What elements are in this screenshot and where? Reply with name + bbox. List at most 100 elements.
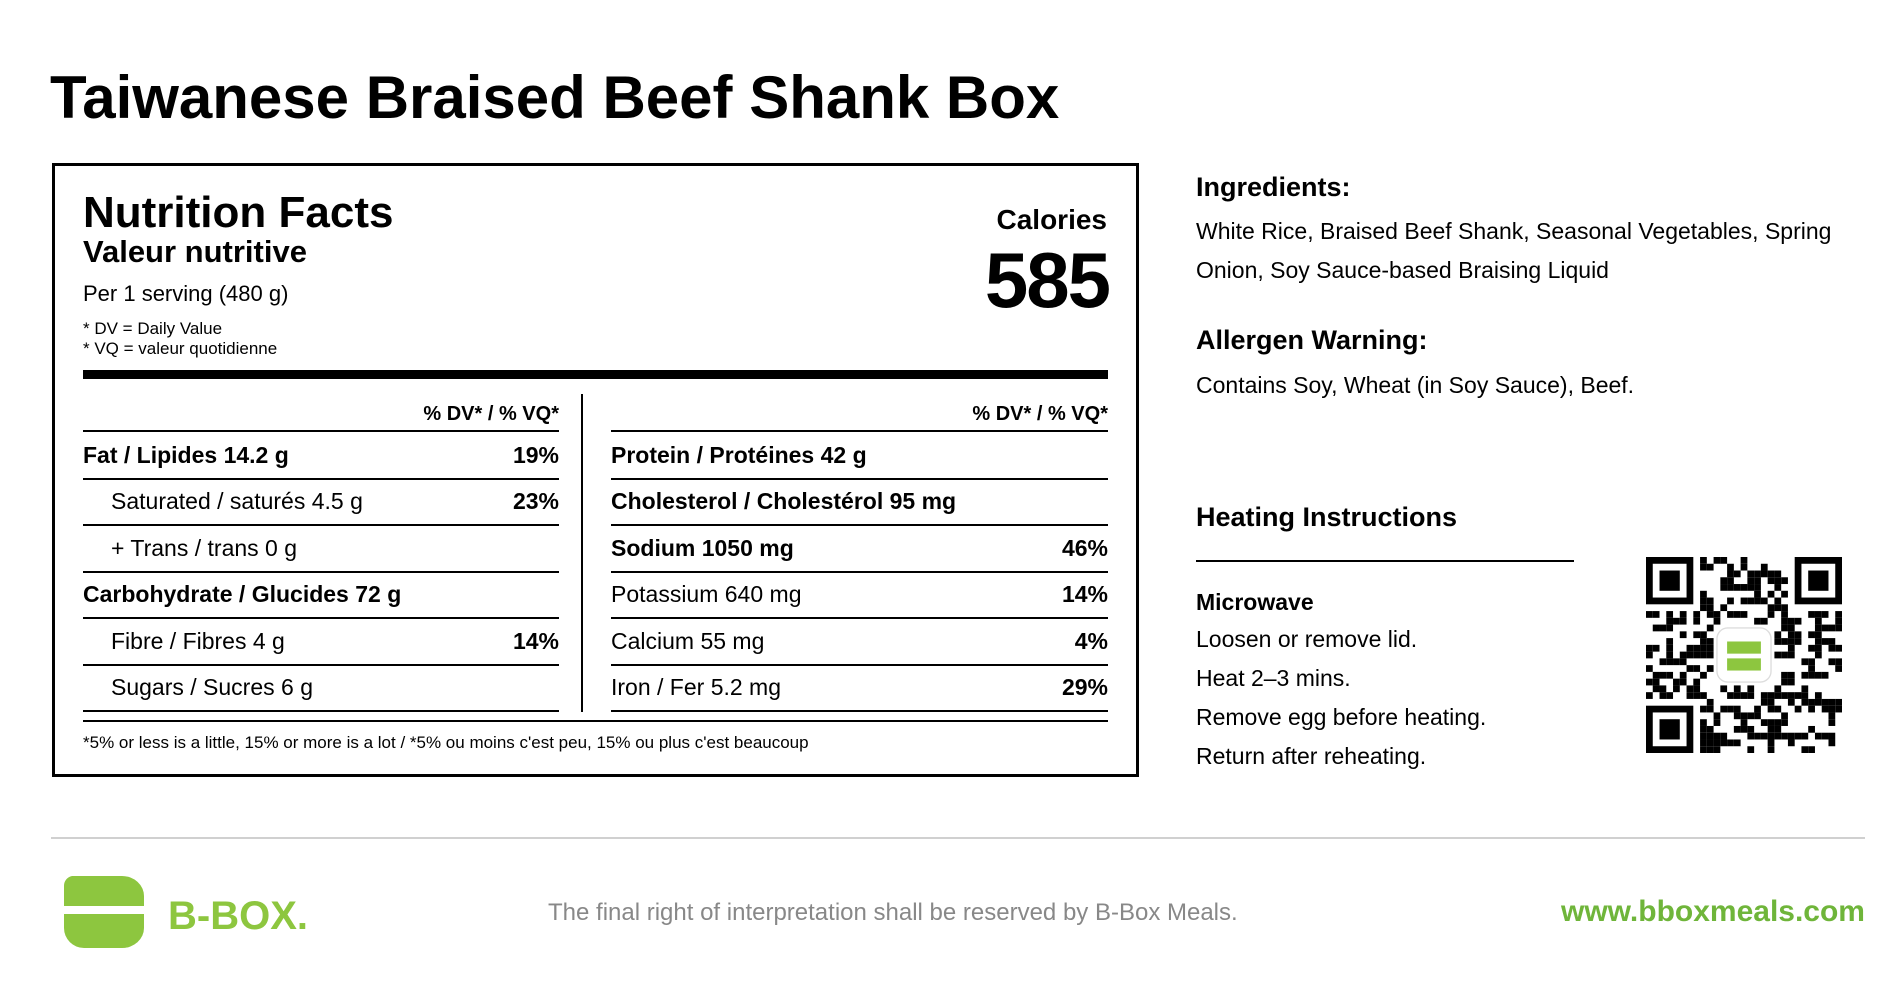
qr-module — [1666, 638, 1674, 645]
qr-module — [1828, 705, 1836, 713]
qr-module — [1787, 651, 1795, 659]
qr-module — [1700, 739, 1707, 747]
rule — [83, 430, 559, 432]
footer-rule — [51, 837, 1865, 839]
qr-module — [1781, 611, 1788, 618]
qr-module — [1706, 638, 1714, 645]
qr-module — [1652, 671, 1660, 679]
qr-module — [1706, 624, 1714, 632]
qr-code — [1646, 557, 1842, 753]
qr-module — [1767, 705, 1775, 713]
logo — [63, 876, 144, 948]
qr-module — [1666, 658, 1674, 666]
qr-module — [1646, 651, 1653, 659]
qr-module — [1727, 611, 1734, 618]
nutrient-label: Protein / Protéines 42 g — [611, 442, 867, 468]
qr-module — [1781, 712, 1788, 720]
qr-module — [1760, 698, 1768, 706]
qr-module — [1808, 671, 1815, 679]
qr-module — [1801, 658, 1809, 666]
qr-module — [1727, 570, 1734, 578]
qr-module — [1686, 665, 1694, 672]
qr-module — [1659, 658, 1667, 666]
qr-module — [1801, 685, 1809, 693]
qr-module — [1720, 584, 1728, 591]
note: * DV = Daily Value — [83, 319, 223, 338]
qr-module — [1760, 617, 1768, 625]
nutrient-row: + Trans / trans 0 g — [83, 525, 559, 573]
qr-module — [1706, 611, 1714, 618]
qr-module — [1666, 617, 1674, 625]
url[interactable]: www.bboxmeals.com — [1561, 895, 1865, 928]
qr-module — [1673, 678, 1680, 686]
qr-module — [1679, 631, 1687, 639]
nutrient-row: Sodium 1050 mg 46% — [611, 525, 1108, 573]
qr-module — [1767, 739, 1775, 747]
qr-module — [1706, 705, 1714, 713]
qr-module — [1828, 732, 1836, 740]
qr-module — [1808, 698, 1815, 706]
qr-module — [1787, 624, 1795, 632]
heating-step: Heat 2–3 mins. — [1196, 665, 1351, 691]
qr-module — [1713, 746, 1721, 753]
ingredients-text: White Rice, Braised Beef Shank, Seasonal… — [1196, 218, 1832, 283]
qr-module — [1679, 617, 1687, 625]
qr-module — [1693, 665, 1701, 672]
qr-module — [1713, 719, 1721, 726]
qr-module — [1835, 705, 1842, 713]
qr-module — [1774, 577, 1782, 585]
qr-module — [1781, 651, 1788, 659]
qr-module — [1767, 725, 1775, 733]
title: Taiwanese Braised Beef Shank Box — [50, 64, 1060, 131]
nutrient-row: Saturated / saturés 4.5 g 23% — [83, 478, 559, 527]
underline — [1196, 560, 1574, 562]
qr-module — [1720, 705, 1728, 713]
qr-module — [1747, 725, 1755, 733]
qr-module — [1652, 611, 1660, 618]
qr-module — [1774, 719, 1782, 726]
nutrient-dv: 19% — [512, 442, 559, 468]
qr-module — [1700, 725, 1707, 733]
qr-module — [1740, 692, 1748, 699]
qr-module — [1747, 692, 1755, 699]
qr-module — [1835, 611, 1842, 618]
qr-module — [1760, 692, 1768, 699]
allergen-text: Contains Soy, Wheat (in Soy Sauce), Beef… — [1196, 372, 1635, 398]
qr-module — [1720, 732, 1728, 740]
qr-module — [1781, 604, 1788, 612]
nutrient-label: Cholesterol / Cholestérol 95 mg — [611, 488, 957, 515]
qr-module — [1754, 705, 1761, 713]
qr-module — [1713, 557, 1721, 564]
nutrient-row: Protein / Protéines 42 g — [611, 432, 1108, 480]
heating-step: Return after reheating. — [1196, 743, 1427, 769]
qr-module — [1727, 705, 1734, 713]
qr-module — [1821, 732, 1829, 740]
qr-module — [1727, 577, 1734, 585]
qr-module — [1673, 617, 1680, 625]
qr-module — [1767, 732, 1775, 740]
qr-module — [1733, 725, 1741, 733]
qr-module — [1700, 651, 1707, 659]
qr-module — [1821, 611, 1829, 618]
qr-module — [1666, 644, 1674, 652]
qr-module — [1747, 570, 1755, 578]
qr-module — [1821, 638, 1829, 645]
qr-module — [1808, 746, 1815, 753]
qr-module — [1652, 624, 1660, 632]
qr-module — [1814, 651, 1822, 659]
qr-module — [1706, 739, 1714, 747]
qr-module — [1781, 692, 1788, 699]
qr-module — [1814, 611, 1822, 618]
qr-module — [1700, 719, 1707, 726]
qr-module — [1686, 692, 1694, 699]
qr-module — [1767, 577, 1775, 585]
qr-module — [1646, 665, 1653, 672]
qr-module — [1808, 570, 1829, 591]
qr-module — [1814, 638, 1822, 645]
qr-module — [1747, 577, 1755, 585]
qr-module — [1652, 678, 1660, 686]
qr-module — [1794, 692, 1802, 699]
qr-module — [1774, 604, 1782, 612]
allergen-heading: Allergen Warning: — [1196, 325, 1428, 355]
qr-module — [1720, 739, 1728, 747]
